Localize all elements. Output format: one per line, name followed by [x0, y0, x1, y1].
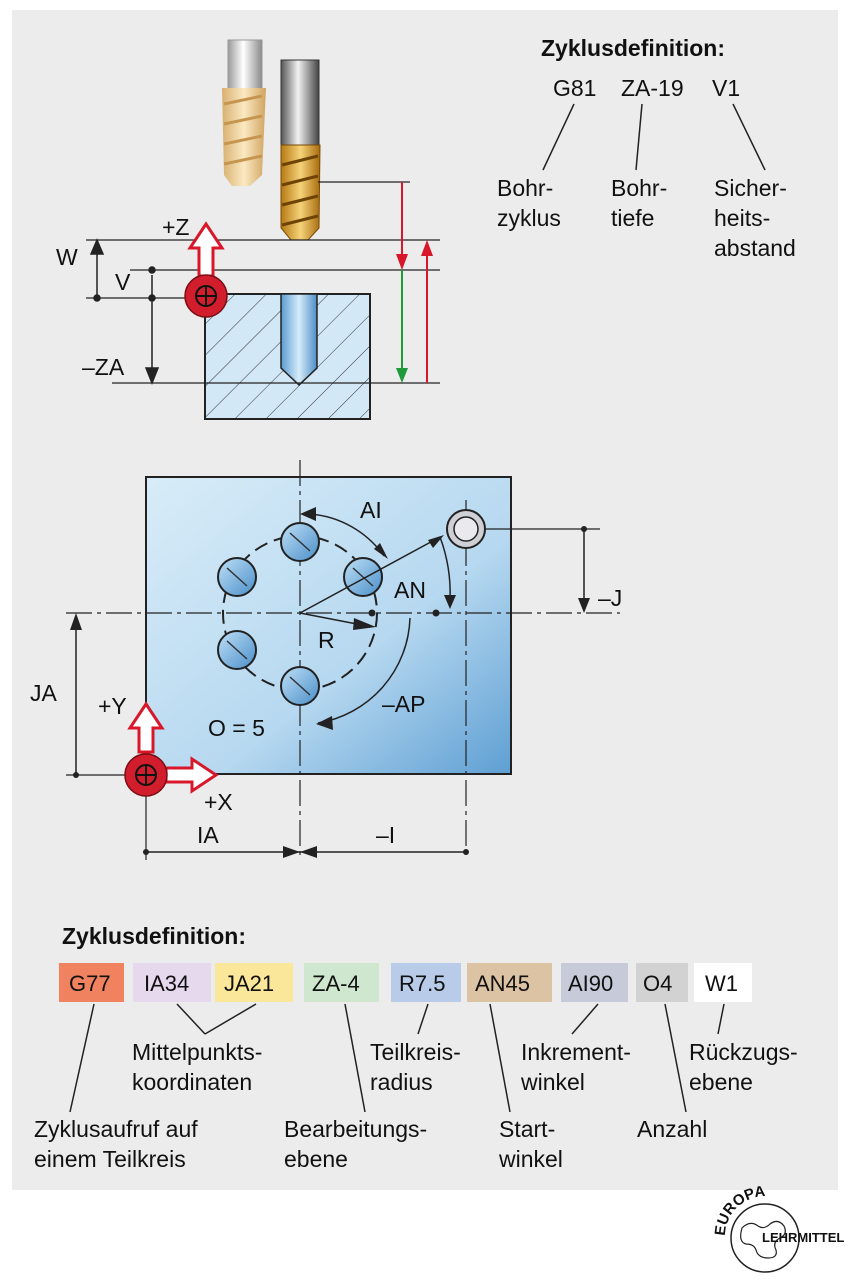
code-box-ia34 — [133, 963, 211, 1002]
code-box-an45 — [467, 963, 552, 1002]
code-r75: R7.5 — [399, 971, 445, 996]
svg-text:LEHRMITTEL: LEHRMITTEL — [762, 1230, 844, 1245]
code-ia34: IA34 — [144, 971, 189, 996]
leader-lines — [69, 1003, 725, 1113]
code-box-g77 — [59, 963, 124, 1002]
minus-za-label: –ZA — [82, 354, 125, 380]
code-za4: ZA-4 — [312, 971, 360, 996]
desc-inkrementwinkel: Inkrement- winkel — [520, 1039, 637, 1095]
minus-ap-label: –AP — [382, 691, 425, 717]
code-g81: G81 — [553, 75, 596, 101]
bottom-cycle-header: Zyklusdefinition: — [62, 923, 246, 949]
w-label: W — [56, 244, 78, 270]
feed-arrows — [396, 182, 433, 383]
code-box-za4 — [304, 963, 379, 1002]
w-dimension — [89, 238, 105, 302]
plus-x-label: +X — [204, 789, 233, 815]
code-an45: AN45 — [475, 971, 530, 996]
code-boxes — [59, 963, 752, 1002]
desc-sicherheitsabstand: Sicher- heits- abstand — [714, 175, 796, 261]
desc-zyklusaufruf: Zyklusaufruf auf einem Teilkreis — [34, 1116, 204, 1172]
code-box-w1 — [694, 963, 752, 1002]
code-box-o4 — [636, 963, 688, 1002]
v-label: V — [115, 269, 131, 295]
ai-label: AI — [360, 497, 382, 523]
desc-anzahl: Anzahl — [637, 1116, 707, 1142]
desc-bohrzyklus: Bohr- zyklus — [497, 175, 561, 231]
code-box-ai90 — [561, 963, 628, 1002]
desc-teilkreisradius: Teilkreis- radius — [370, 1039, 467, 1095]
workpiece-zero-icon — [184, 221, 228, 318]
code-za19: ZA-19 — [621, 75, 684, 101]
desc-bohrtiefe: Bohr- tiefe — [611, 175, 674, 231]
code-g77: G77 — [69, 971, 111, 996]
plus-y-label: +Y — [98, 693, 127, 719]
ia-dimension — [143, 846, 469, 858]
plus-z-label: +Z — [162, 214, 189, 240]
desc-mittelpunktskoordinaten: Mittelpunkts- koordinaten — [132, 1039, 269, 1095]
reference-hole-icon — [446, 509, 486, 549]
o-label: O = 5 — [208, 715, 265, 741]
machine-zero-icon — [124, 701, 219, 797]
code-v1: V1 — [712, 75, 740, 101]
minus-j-label: –J — [598, 585, 622, 611]
drill-icon — [280, 59, 321, 241]
desc-startwinkel: Start- winkel — [498, 1116, 563, 1172]
an-label: AN — [394, 577, 426, 603]
code-box-ja21 — [215, 963, 293, 1002]
bore-hole — [280, 293, 318, 387]
ia-label: IA — [197, 822, 219, 848]
desc-rueckzugsebene: Rückzugs- ebene — [689, 1039, 804, 1095]
desc-bearbeitungsebene: Bearbeitungs- ebene — [284, 1116, 434, 1172]
minus-i-label: –I — [376, 822, 395, 848]
drill-start-icon — [222, 39, 266, 186]
r-label: R — [318, 627, 335, 653]
code-ja21: JA21 — [224, 971, 274, 996]
ja-dimension — [70, 613, 82, 778]
top-cycle-header: Zyklusdefinition: — [541, 35, 725, 61]
code-o4: O4 — [643, 971, 672, 996]
europa-lehrmittel-logo: EUROPA LEHRMITTEL — [712, 1183, 844, 1273]
ja-label: JA — [30, 680, 58, 706]
za-dimension — [144, 266, 160, 386]
code-ai90: AI90 — [568, 971, 613, 996]
minus-j-dimension — [578, 526, 590, 613]
code-w1: W1 — [705, 971, 738, 996]
code-box-r75 — [391, 963, 461, 1002]
